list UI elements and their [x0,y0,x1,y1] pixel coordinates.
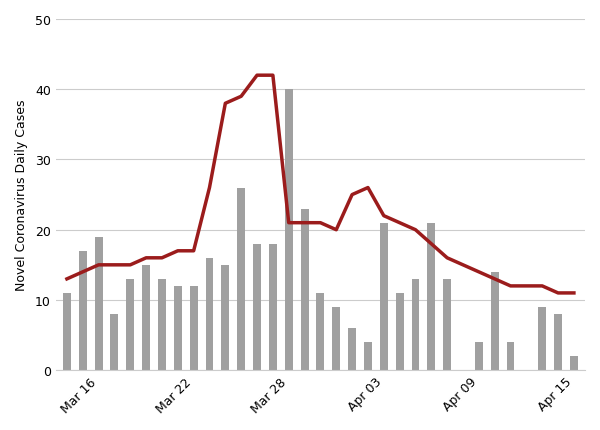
Bar [332,307,340,370]
Bar [538,307,546,370]
Bar [570,356,578,370]
Bar [380,223,388,370]
Bar [221,265,229,370]
Bar [206,258,214,370]
Y-axis label: Novel Coronavirus Daily Cases: Novel Coronavirus Daily Cases [15,100,28,291]
Bar [443,279,451,370]
Bar [95,237,103,370]
Bar [395,293,404,370]
Bar [174,286,182,370]
Bar [427,223,435,370]
Bar [285,90,293,370]
Bar [127,279,134,370]
Bar [237,188,245,370]
Bar [554,314,562,370]
Bar [269,244,277,370]
Bar [506,342,514,370]
Bar [158,279,166,370]
Bar [190,286,197,370]
Bar [316,293,325,370]
Bar [142,265,150,370]
Bar [63,293,71,370]
Bar [253,244,261,370]
Bar [364,342,372,370]
Bar [348,328,356,370]
Bar [110,314,118,370]
Bar [79,251,87,370]
Bar [301,209,308,370]
Bar [412,279,419,370]
Bar [475,342,483,370]
Bar [491,272,499,370]
